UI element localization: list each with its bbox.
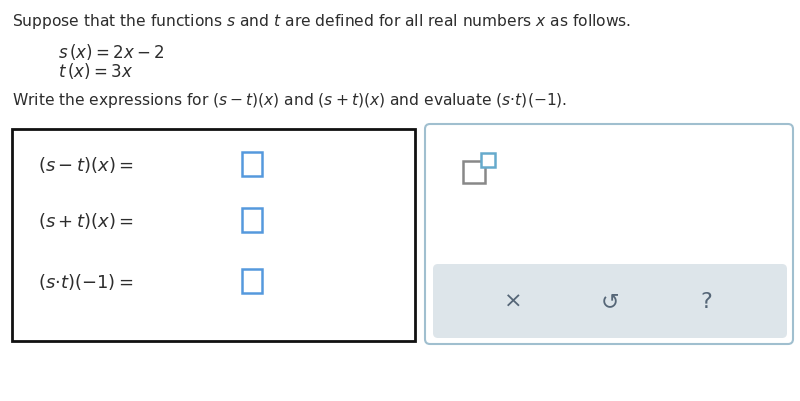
Bar <box>242 269 262 293</box>
Text: ?: ? <box>701 291 712 311</box>
Bar <box>463 162 485 184</box>
Text: $s\,(x)=2x-2$: $s\,(x)=2x-2$ <box>58 42 165 62</box>
Text: ×: × <box>504 291 523 311</box>
FancyBboxPatch shape <box>433 264 787 338</box>
Bar <box>242 209 262 233</box>
Text: Write the expressions for $(s-t)(x)$ and $(s+t)(x)$ and evaluate $(s{\cdot}t)(-1: Write the expressions for $(s-t)(x)$ and… <box>12 91 567 110</box>
Bar <box>481 154 495 168</box>
Bar <box>242 153 262 176</box>
Text: ↺: ↺ <box>601 291 619 311</box>
Bar <box>12 130 415 341</box>
Text: $(s{\cdot}t)(-1) =$: $(s{\cdot}t)(-1) =$ <box>38 271 134 291</box>
Text: Suppose that the functions $s$ and $t$ are defined for all real numbers $x$ as f: Suppose that the functions $s$ and $t$ a… <box>12 12 631 31</box>
Text: $t\,(x)=3x$: $t\,(x)=3x$ <box>58 61 133 81</box>
FancyBboxPatch shape <box>425 125 793 344</box>
Text: $(s-t)(x) =$: $(s-t)(x) =$ <box>38 155 134 174</box>
Text: $(s+t)(x) =$: $(s+t)(x) =$ <box>38 211 134 231</box>
